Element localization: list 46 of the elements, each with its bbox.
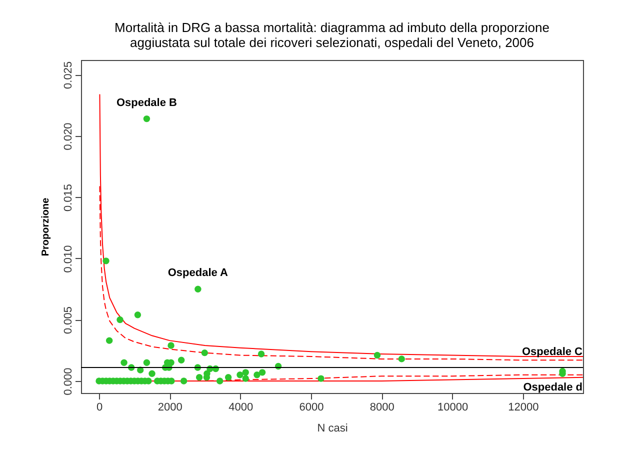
point xyxy=(374,352,381,359)
y-tick-label: 0.005 xyxy=(62,306,74,334)
y-tick-label: 0.020 xyxy=(62,122,74,150)
x-tick-label: 2000 xyxy=(158,402,182,414)
point xyxy=(216,378,224,384)
y-axis-title: Proporzione xyxy=(40,197,52,256)
point xyxy=(134,311,142,318)
point xyxy=(102,258,110,264)
x-axis-title: N casi xyxy=(317,422,348,434)
point xyxy=(116,316,124,324)
point xyxy=(148,370,156,377)
annotation: Ospedale C xyxy=(522,346,583,358)
x-tick-label: 8000 xyxy=(370,402,394,414)
point xyxy=(180,378,188,384)
annotation: Ospedale B xyxy=(116,96,178,109)
point xyxy=(242,375,249,382)
point xyxy=(318,375,324,382)
point xyxy=(224,374,232,381)
y-tick-label: 0.015 xyxy=(62,184,74,212)
point xyxy=(196,374,203,381)
point xyxy=(258,350,265,358)
y-tick-label: 0.010 xyxy=(62,245,74,273)
x-tick-label: 0 xyxy=(96,402,103,414)
x-tick-label: 10000 xyxy=(437,402,468,414)
point xyxy=(178,356,185,364)
point xyxy=(194,286,202,292)
point xyxy=(143,115,150,122)
point xyxy=(398,356,405,362)
x-tick-label: 12000 xyxy=(508,402,539,414)
point xyxy=(106,337,113,344)
x-tick-label: 6000 xyxy=(299,402,324,414)
y-tick-label: 0.025 xyxy=(62,61,74,89)
point xyxy=(168,342,174,349)
point xyxy=(201,349,208,356)
point xyxy=(143,359,150,366)
text: aggiustata sul totale dei ricoveri selezionati, ospedali del Veneto, 2006 xyxy=(130,35,534,50)
y-tick-label: 0.000 xyxy=(62,368,74,396)
point xyxy=(242,369,249,376)
x-tick-label: 4000 xyxy=(228,402,254,414)
point xyxy=(120,359,128,366)
annotation: Ospedale A xyxy=(168,267,228,280)
text: Mortalità in DRG a bassa mortalità: diagramma ad imbuto della proporzione xyxy=(114,20,550,35)
point xyxy=(258,369,266,376)
point xyxy=(236,372,244,378)
annotation: Ospedale d xyxy=(523,382,583,394)
point xyxy=(254,372,260,378)
